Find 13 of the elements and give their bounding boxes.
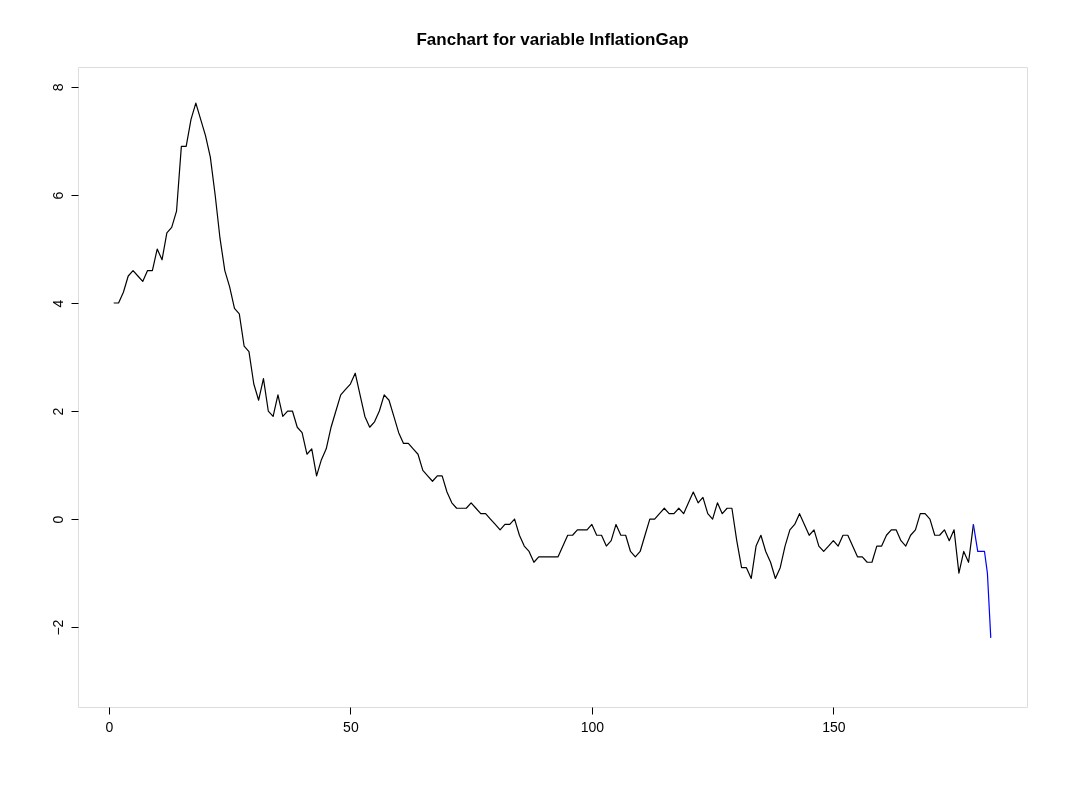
x-tick-label: 0: [105, 718, 114, 735]
y-tick-label: 0: [49, 515, 66, 524]
line-series: [972, 523, 992, 639]
line-series: [113, 102, 974, 580]
y-tick-label: 4: [49, 299, 66, 308]
y-tick-label: 6: [49, 191, 66, 200]
y-tick-label: 8: [49, 83, 66, 92]
x-tick-label: 150: [822, 718, 846, 735]
x-tick-label: 50: [343, 718, 359, 735]
x-tick-label: 100: [580, 718, 605, 735]
y-tick-label: −2: [49, 619, 66, 636]
y-tick-label: 2: [49, 407, 66, 416]
chart-title: Fanchart for variable InflationGap: [416, 30, 689, 49]
